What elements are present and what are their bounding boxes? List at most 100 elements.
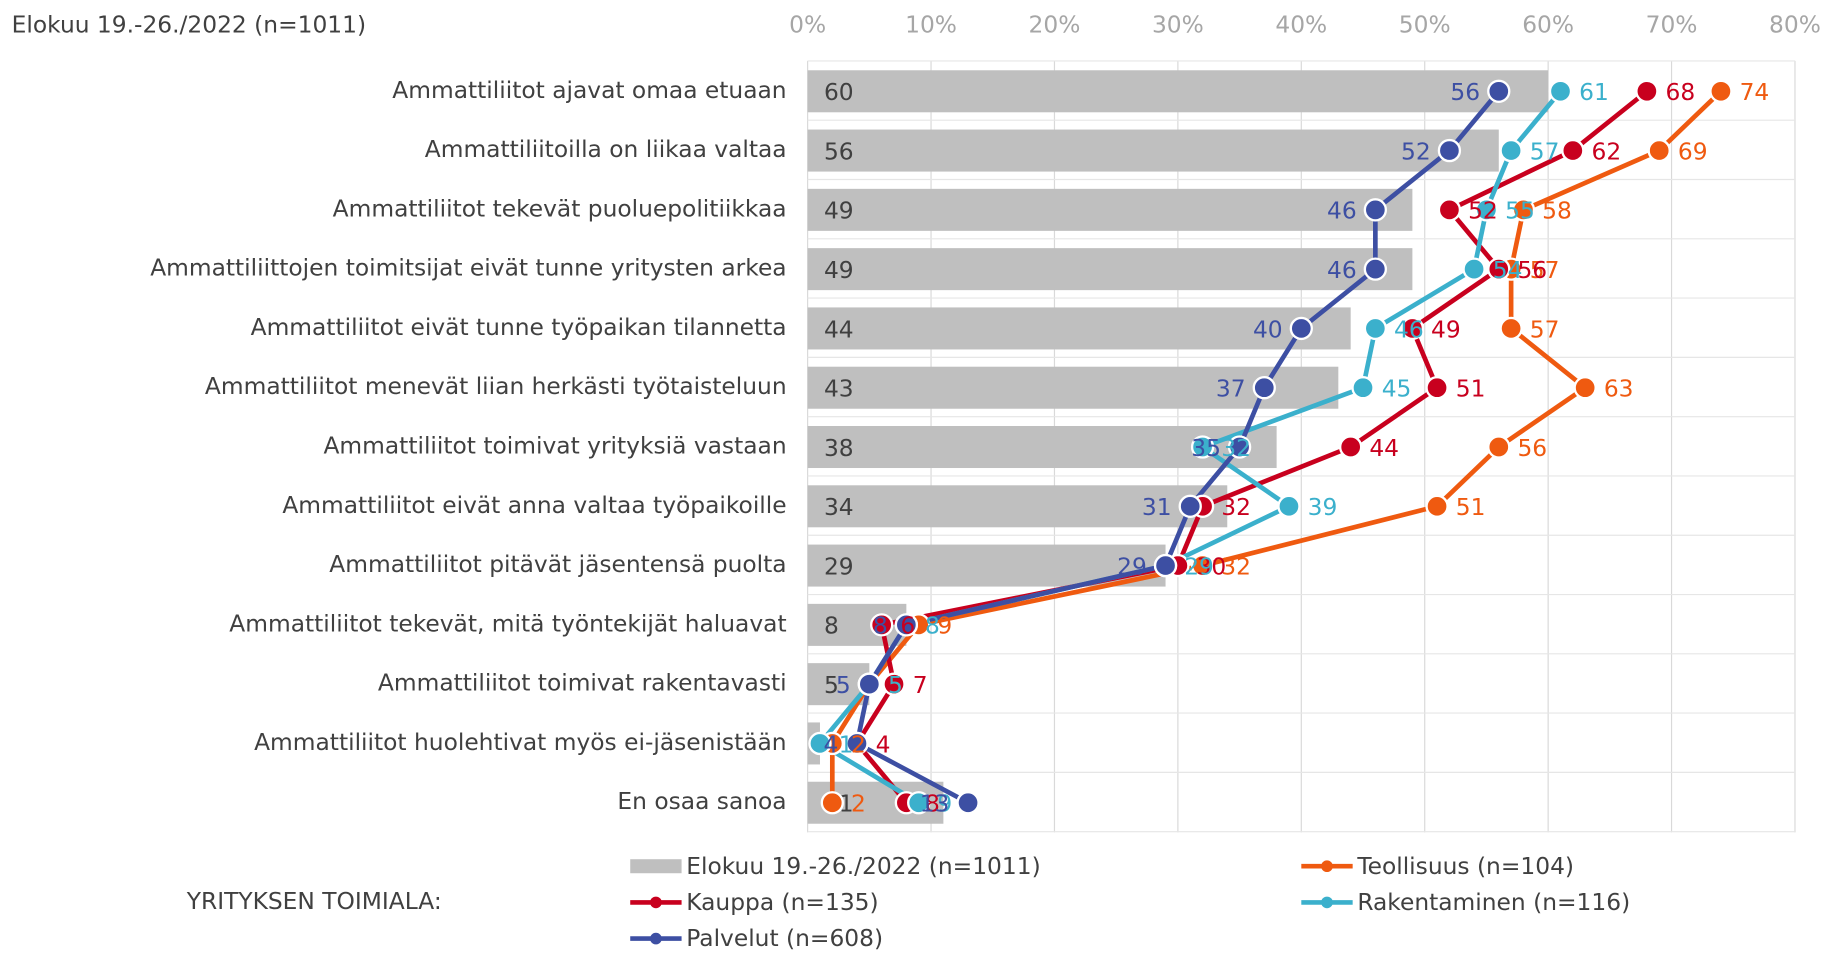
point-value-label: 46 [1394, 315, 1424, 343]
bar [807, 188, 1413, 231]
series-marker [1339, 435, 1363, 459]
series-marker [808, 731, 832, 756]
point-value-label: 1 [839, 730, 854, 758]
category-label: En osaa sanoa [617, 787, 786, 815]
x-tick-label: 40% [1275, 10, 1327, 38]
point-value-label: 57 [1530, 256, 1560, 284]
category-label: Ammattiliitot pitävät jäsentensä puolta [329, 550, 786, 578]
point-value-label: 52 [1468, 197, 1498, 225]
series-marker [1363, 316, 1388, 341]
point-value-label: 2 [851, 790, 866, 818]
point-value-label: 29 [1117, 552, 1147, 580]
series-marker [1277, 494, 1301, 518]
point-value-label: 39 [1308, 493, 1338, 521]
point-value-label: 54 [1493, 256, 1523, 284]
bar-value-label: 43 [824, 375, 854, 403]
point-value-label: 49 [1431, 315, 1461, 343]
point-value-label: 68 [1666, 78, 1696, 106]
bar-value-label: 49 [824, 197, 854, 225]
x-tick-label: 20% [1029, 10, 1081, 38]
category-label: Ammattiliitot eivät tunne työpaikan tila… [251, 313, 787, 341]
series-marker [1425, 376, 1449, 400]
series-marker [894, 613, 919, 637]
category-label: Ammattiliitot toimivat yrityksiä vastaan [323, 432, 786, 460]
series-marker [1190, 553, 1215, 578]
bar [807, 70, 1549, 113]
series-marker [1573, 376, 1597, 400]
chart-title: Elokuu 19.-26./2022 (n=1011) [12, 10, 366, 38]
bar [807, 366, 1339, 409]
series-marker [1363, 257, 1388, 281]
series-marker [1425, 494, 1449, 518]
series-marker [1511, 198, 1536, 222]
point-value-label: 32 [1221, 493, 1251, 521]
point-value-label: 7 [913, 671, 928, 699]
x-tick-label: 80% [1769, 10, 1821, 38]
point-value-label: 52 [1401, 137, 1431, 165]
point-value-label: 4 [876, 730, 891, 758]
point-value-label: 55 [1505, 197, 1535, 225]
bar [807, 129, 1499, 172]
category-label: Ammattiliitot huolehtivat myös ei-jäseni… [254, 728, 787, 756]
category-label: Ammattiliitot menevät liian herkästi työ… [205, 372, 787, 400]
bar-value-label: 38 [824, 434, 854, 462]
bar-value-label: 56 [824, 137, 854, 165]
series-marker [1351, 376, 1375, 400]
bar [807, 485, 1228, 528]
bar-value-label: 5 [824, 671, 839, 699]
point-value-label: 5 [836, 671, 851, 699]
series-marker [1462, 257, 1486, 281]
legend-swatch-marker [1321, 860, 1333, 873]
point-value-label: 40 [1253, 315, 1283, 343]
legend-swatch-marker [650, 932, 662, 945]
series-marker [857, 672, 882, 696]
point-value-label: 35 [1191, 434, 1221, 462]
x-tick-label: 0% [789, 10, 826, 38]
point-value-label: 69 [1678, 137, 1708, 165]
legend-swatch-marker [650, 896, 662, 909]
series-marker [956, 791, 980, 815]
point-value-label: 37 [1216, 375, 1246, 403]
point-value-label: 6 [900, 612, 915, 640]
category-label: Ammattiliitot eivät anna valtaa työpaiko… [282, 491, 786, 519]
bar-value-label: 8 [824, 612, 839, 640]
x-tick-label: 60% [1522, 10, 1574, 38]
point-value-label: 29 [1184, 552, 1214, 580]
legend-label: Elokuu 19.-26./2022 (n=1011) [686, 852, 1040, 880]
bar [807, 248, 1413, 291]
point-value-label: 46 [1327, 197, 1357, 225]
series-marker [1487, 79, 1511, 103]
point-value-label: 62 [1592, 137, 1622, 165]
bar-value-label: 60 [824, 78, 854, 106]
point-value-label: 51 [1456, 375, 1486, 403]
point-value-label: 9 [937, 790, 952, 818]
point-value-label: 58 [1542, 197, 1572, 225]
bar-value-label: 44 [824, 315, 854, 343]
point-value-label: 57 [1530, 315, 1560, 343]
series-marker [1437, 138, 1462, 163]
series-marker [1561, 138, 1585, 163]
series-marker [1499, 138, 1523, 163]
point-value-label: 4 [823, 730, 838, 758]
series-marker [1437, 198, 1462, 222]
bar-value-label: 34 [824, 493, 854, 521]
x-tick-label: 30% [1152, 10, 1204, 38]
series-marker [1153, 553, 1178, 578]
series-marker [870, 613, 894, 637]
point-value-label: 63 [1604, 375, 1634, 403]
point-value-label: 9 [937, 612, 952, 640]
series-marker [820, 791, 844, 815]
point-value-label: 46 [1327, 256, 1357, 284]
point-value-label: 32 [1221, 552, 1251, 580]
point-value-label: 56 [1450, 78, 1480, 106]
category-label: Ammattiliitoilla on liikaa valtaa [425, 135, 787, 163]
series-marker [1487, 257, 1511, 281]
legend-label: Teollisuus (n=104) [1356, 852, 1574, 880]
series-marker [1363, 198, 1388, 222]
point-value-label: 32 [1221, 434, 1251, 462]
series-marker [882, 672, 906, 696]
series-marker [1252, 376, 1276, 400]
series-marker [845, 731, 869, 756]
series-marker [1400, 316, 1425, 341]
